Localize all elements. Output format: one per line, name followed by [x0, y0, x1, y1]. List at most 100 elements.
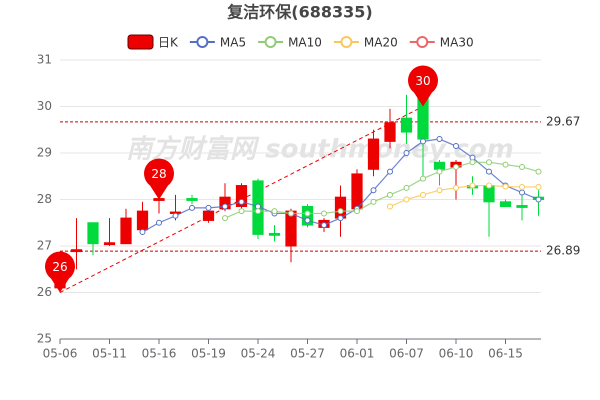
legend-swatch — [340, 36, 353, 48]
candle-body — [400, 117, 413, 133]
x-tick-label: 06-07 — [389, 347, 424, 361]
candle-body — [516, 205, 528, 208]
ma-point — [420, 191, 426, 198]
candle-body — [235, 185, 248, 207]
reference-label: 29.67 — [546, 114, 580, 128]
ma-point — [337, 208, 344, 215]
ma-point — [436, 168, 443, 175]
ma-point — [354, 208, 360, 215]
x-tick-label: 05-24 — [241, 347, 276, 361]
candle-body — [103, 242, 116, 246]
x-tick-label: 05-16 — [142, 347, 177, 361]
y-tick-label: 30 — [37, 99, 52, 113]
ma-point — [453, 163, 459, 170]
candle-body — [87, 222, 99, 245]
ma-point — [420, 175, 426, 182]
annotation-label: 28 — [151, 167, 166, 181]
ma-point — [189, 204, 195, 211]
ma-point — [486, 159, 492, 166]
ma-point — [502, 161, 509, 168]
x-tick-label: 05-06 — [43, 347, 78, 361]
candle-body — [120, 217, 132, 245]
y-tick-label: 29 — [37, 146, 52, 160]
ma-point — [337, 215, 344, 222]
ma-point — [403, 150, 410, 156]
ma-point — [535, 168, 542, 175]
x-tick-label: 05-11 — [92, 347, 127, 361]
x-tick-label: 06-10 — [439, 347, 474, 361]
ma-point — [172, 212, 179, 219]
ma-point — [304, 210, 311, 217]
ma-line — [389, 184, 539, 208]
ma-point — [321, 210, 327, 217]
watermark: 南方财富网 southmoney.com — [126, 135, 514, 165]
ma-point — [519, 163, 525, 170]
ma-point — [255, 208, 261, 215]
ma-point — [436, 136, 443, 143]
ma-point — [222, 203, 228, 210]
ma-point — [288, 210, 294, 217]
ma-point — [370, 198, 377, 205]
candle-body — [70, 249, 83, 253]
candle-body — [136, 210, 149, 231]
candle-body — [351, 173, 363, 210]
ma-point — [486, 168, 492, 175]
x-tick-label: 05-19 — [191, 347, 226, 361]
legend-label: 日K — [158, 36, 179, 50]
ma-point — [453, 143, 459, 150]
legend-swatch — [416, 36, 429, 48]
ma-point — [238, 198, 245, 205]
ma-point — [304, 217, 311, 224]
y-tick-label: 25 — [37, 332, 52, 346]
ma-point — [370, 187, 377, 194]
ma-point — [420, 138, 426, 145]
legend-swatch — [127, 34, 154, 50]
legend-label: MA5 — [220, 36, 246, 50]
ma-point — [238, 208, 245, 215]
candle-body — [268, 232, 281, 236]
ma-point — [139, 229, 146, 236]
ma-point — [453, 184, 459, 191]
ma-point — [403, 184, 410, 191]
candle-body — [384, 122, 396, 142]
ma-point — [156, 219, 162, 226]
reference-label: 26.89 — [546, 244, 580, 258]
ma-point — [502, 183, 509, 190]
candle-body — [499, 201, 512, 207]
chart-title: 复洁环保(688335) — [226, 3, 372, 22]
y-tick-label: 27 — [37, 239, 52, 253]
ma-point — [535, 196, 542, 203]
legend-label: MA30 — [440, 36, 474, 50]
annotation-bubble — [407, 65, 438, 107]
ma-point — [519, 183, 525, 190]
legend-label: MA20 — [364, 36, 398, 50]
ma-point — [486, 182, 492, 189]
ma-point — [403, 196, 410, 203]
candle-body — [367, 138, 380, 170]
annotation-label: 30 — [415, 74, 430, 88]
ma-point — [321, 222, 327, 229]
candle-body — [202, 210, 215, 221]
legend-label: MA10 — [288, 36, 322, 50]
ma-point — [469, 159, 476, 166]
ma-point — [535, 183, 542, 190]
ma-point — [387, 203, 393, 210]
annotation-label: 26 — [52, 260, 67, 274]
x-tick-label: 06-15 — [488, 347, 523, 361]
ma-point — [222, 215, 228, 222]
y-tick-label: 28 — [37, 192, 52, 206]
x-tick-label: 06-01 — [340, 347, 375, 361]
ma-point — [436, 187, 443, 194]
ma-point — [205, 204, 212, 211]
ma-point — [271, 208, 278, 215]
x-tick-label: 05-27 — [290, 347, 325, 361]
ma-point — [387, 191, 393, 198]
annotation-bubble — [144, 158, 174, 200]
ma-point — [469, 182, 476, 189]
candle-body — [186, 198, 198, 201]
ma-point — [519, 189, 525, 196]
y-tick-label: 26 — [37, 285, 52, 299]
candle-body — [433, 161, 446, 170]
y-tick-label: 31 — [37, 53, 52, 67]
